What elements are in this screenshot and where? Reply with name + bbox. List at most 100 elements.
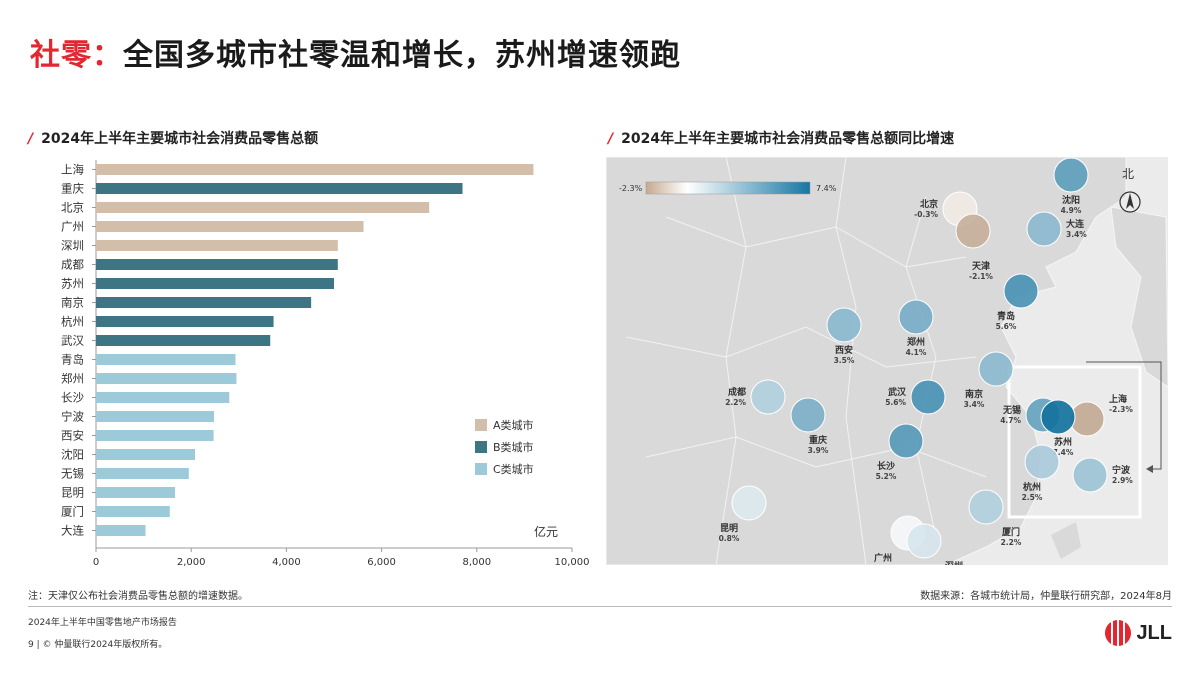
city-bubble — [968, 489, 1004, 525]
city-name: 上海 — [1109, 393, 1127, 405]
inset-connector-line — [1086, 361, 1162, 470]
footer-divider — [28, 606, 1172, 607]
bar — [96, 430, 214, 441]
city-growth-label: 2.5% — [1022, 493, 1043, 502]
category-label: 郑州 — [61, 372, 84, 386]
x-tick-label: 0 — [93, 557, 99, 568]
category-label: 昆明 — [61, 486, 84, 500]
city-bubble — [790, 397, 826, 433]
category-label: 武汉 — [61, 334, 84, 348]
category-label: 苏州 — [61, 277, 84, 291]
title-prefix: 社零： — [30, 38, 123, 73]
bar — [96, 468, 189, 479]
category-label: 成都 — [61, 258, 84, 272]
city-growth-label: 5.6% — [885, 398, 906, 407]
footnote: 注：天津仅公布社会消费品零售总额的增速数据。 — [28, 591, 248, 602]
city-growth-label: -2.3% — [1109, 405, 1133, 414]
bar — [96, 373, 237, 384]
copyright: 9 | © 仲量联行2024年版权所有。 — [28, 640, 168, 650]
city-bubble — [1003, 273, 1039, 309]
city-growth-label: 7.4% — [1053, 448, 1074, 457]
bar — [96, 164, 534, 175]
jll-logo: JLL — [1105, 620, 1172, 646]
x-tick-label: 2,000 — [177, 557, 206, 568]
city-name: 南京 — [965, 388, 983, 400]
bar — [96, 506, 170, 517]
city-name: 昆明 — [720, 523, 738, 534]
city-name: 大连 — [1066, 218, 1085, 230]
city-bubble — [910, 379, 946, 415]
category-label: 大连 — [61, 524, 84, 538]
category-label: 重庆 — [61, 182, 84, 196]
city-name: 苏州 — [1054, 436, 1072, 448]
category-label: 长沙 — [61, 391, 84, 405]
legend-swatch — [475, 419, 487, 431]
legend-swatch — [475, 463, 487, 475]
x-tick-label: 8,000 — [462, 557, 491, 568]
data-source: 数据来源：各城市统计局，仲量联行研究部，2024年8月 — [920, 591, 1172, 602]
city-growth-label: 3.9% — [808, 446, 829, 455]
city-bubble — [955, 213, 991, 249]
map-land — [606, 157, 1127, 565]
city-growth-label: 0.8% — [719, 534, 740, 543]
bar — [96, 297, 312, 308]
inset-arrow-icon — [1146, 465, 1153, 473]
slash-accent-icon: / — [28, 131, 34, 147]
city-bubble — [1040, 399, 1076, 435]
city-growth-label: 2.2% — [725, 398, 746, 407]
bar — [96, 202, 430, 213]
city-name: 重庆 — [809, 434, 827, 446]
city-growth-label: 4.1% — [906, 348, 927, 357]
city-growth-label: 5.6% — [996, 322, 1017, 331]
report-name: 2024年上半年中国零售地产市场报告 — [28, 618, 177, 628]
bar-chart-title: / 2024年上半年主要城市社会消费品零售总额 — [28, 128, 318, 148]
bar — [96, 354, 236, 365]
x-tick-label: 6,000 — [367, 557, 396, 568]
city-growth-label: 5.2% — [876, 472, 897, 481]
city-name: 天津 — [972, 260, 990, 272]
city-name: 杭州 — [1023, 481, 1041, 493]
map-island — [1051, 522, 1081, 559]
north-label: 北 — [1122, 167, 1134, 181]
category-label: 上海 — [61, 163, 84, 177]
city-name: 北京 — [920, 198, 938, 210]
legend-label: C类城市 — [493, 462, 534, 476]
city-bubble — [826, 307, 862, 343]
bar — [96, 335, 271, 346]
bar — [96, 392, 230, 403]
city-growth-label: 3.5% — [834, 356, 855, 365]
city-growth-label: 2.2% — [1001, 538, 1022, 547]
city-name: 西安 — [835, 344, 853, 356]
city-bubble — [731, 485, 767, 521]
bar — [96, 525, 146, 536]
city-bubble — [906, 523, 942, 559]
city-growth-label: 3.4% — [1066, 230, 1087, 239]
category-label: 沈阳 — [61, 448, 84, 462]
unit-label: 亿元 — [534, 524, 558, 539]
jll-logo-mark-icon — [1105, 620, 1132, 646]
city-bubble — [1053, 157, 1089, 193]
city-name: 深圳 — [945, 560, 963, 565]
bar — [96, 221, 364, 232]
city-bubble — [978, 351, 1014, 387]
city-bubble — [1072, 457, 1108, 493]
city-name: 厦门 — [1002, 526, 1020, 538]
x-tick-label: 4,000 — [272, 557, 301, 568]
category-label: 广州 — [61, 220, 84, 234]
jll-logo-text: JLL — [1136, 621, 1172, 644]
legend-label: B类城市 — [493, 440, 534, 454]
city-name: 宁波 — [1112, 464, 1131, 476]
city-growth-label: -0.3% — [914, 210, 938, 219]
city-name: 沈阳 — [1062, 194, 1080, 206]
bar — [96, 449, 196, 460]
bar — [96, 411, 215, 422]
north-arrow-icon — [1119, 191, 1141, 213]
city-bubble — [750, 379, 786, 415]
city-growth-label: 4.7% — [1000, 416, 1021, 425]
map-chart-title-text: 2024年上半年主要城市社会消费品零售总额同比增速 — [621, 131, 955, 147]
category-label: 南京 — [61, 296, 84, 310]
legend-swatch — [475, 441, 487, 453]
category-label: 北京 — [61, 201, 84, 215]
category-label: 青岛 — [61, 353, 84, 367]
city-name: 广州 — [874, 552, 892, 564]
